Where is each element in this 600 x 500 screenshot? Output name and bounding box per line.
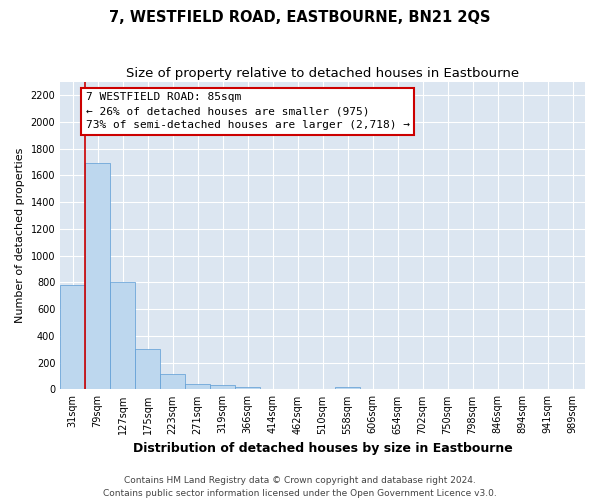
Bar: [110, 282, 135, 390]
Text: 7 WESTFIELD ROAD: 85sqm
← 26% of detached houses are smaller (975)
73% of semi-d: 7 WESTFIELD ROAD: 85sqm ← 26% of detache…: [86, 92, 410, 130]
Text: 7, WESTFIELD ROAD, EASTBOURNE, BN21 2QS: 7, WESTFIELD ROAD, EASTBOURNE, BN21 2QS: [109, 10, 491, 25]
Bar: [185, 384, 210, 390]
Bar: [160, 374, 185, 390]
Title: Size of property relative to detached houses in Eastbourne: Size of property relative to detached ho…: [126, 68, 519, 80]
Bar: [135, 350, 160, 390]
Bar: [60, 285, 85, 390]
X-axis label: Distribution of detached houses by size in Eastbourne: Distribution of detached houses by size …: [133, 442, 512, 455]
Bar: [235, 387, 260, 390]
Bar: [210, 384, 235, 390]
Text: Contains HM Land Registry data © Crown copyright and database right 2024.
Contai: Contains HM Land Registry data © Crown c…: [103, 476, 497, 498]
Bar: [260, 389, 285, 390]
Y-axis label: Number of detached properties: Number of detached properties: [15, 148, 25, 323]
Bar: [285, 389, 310, 390]
Bar: [85, 164, 110, 390]
Bar: [335, 388, 360, 390]
